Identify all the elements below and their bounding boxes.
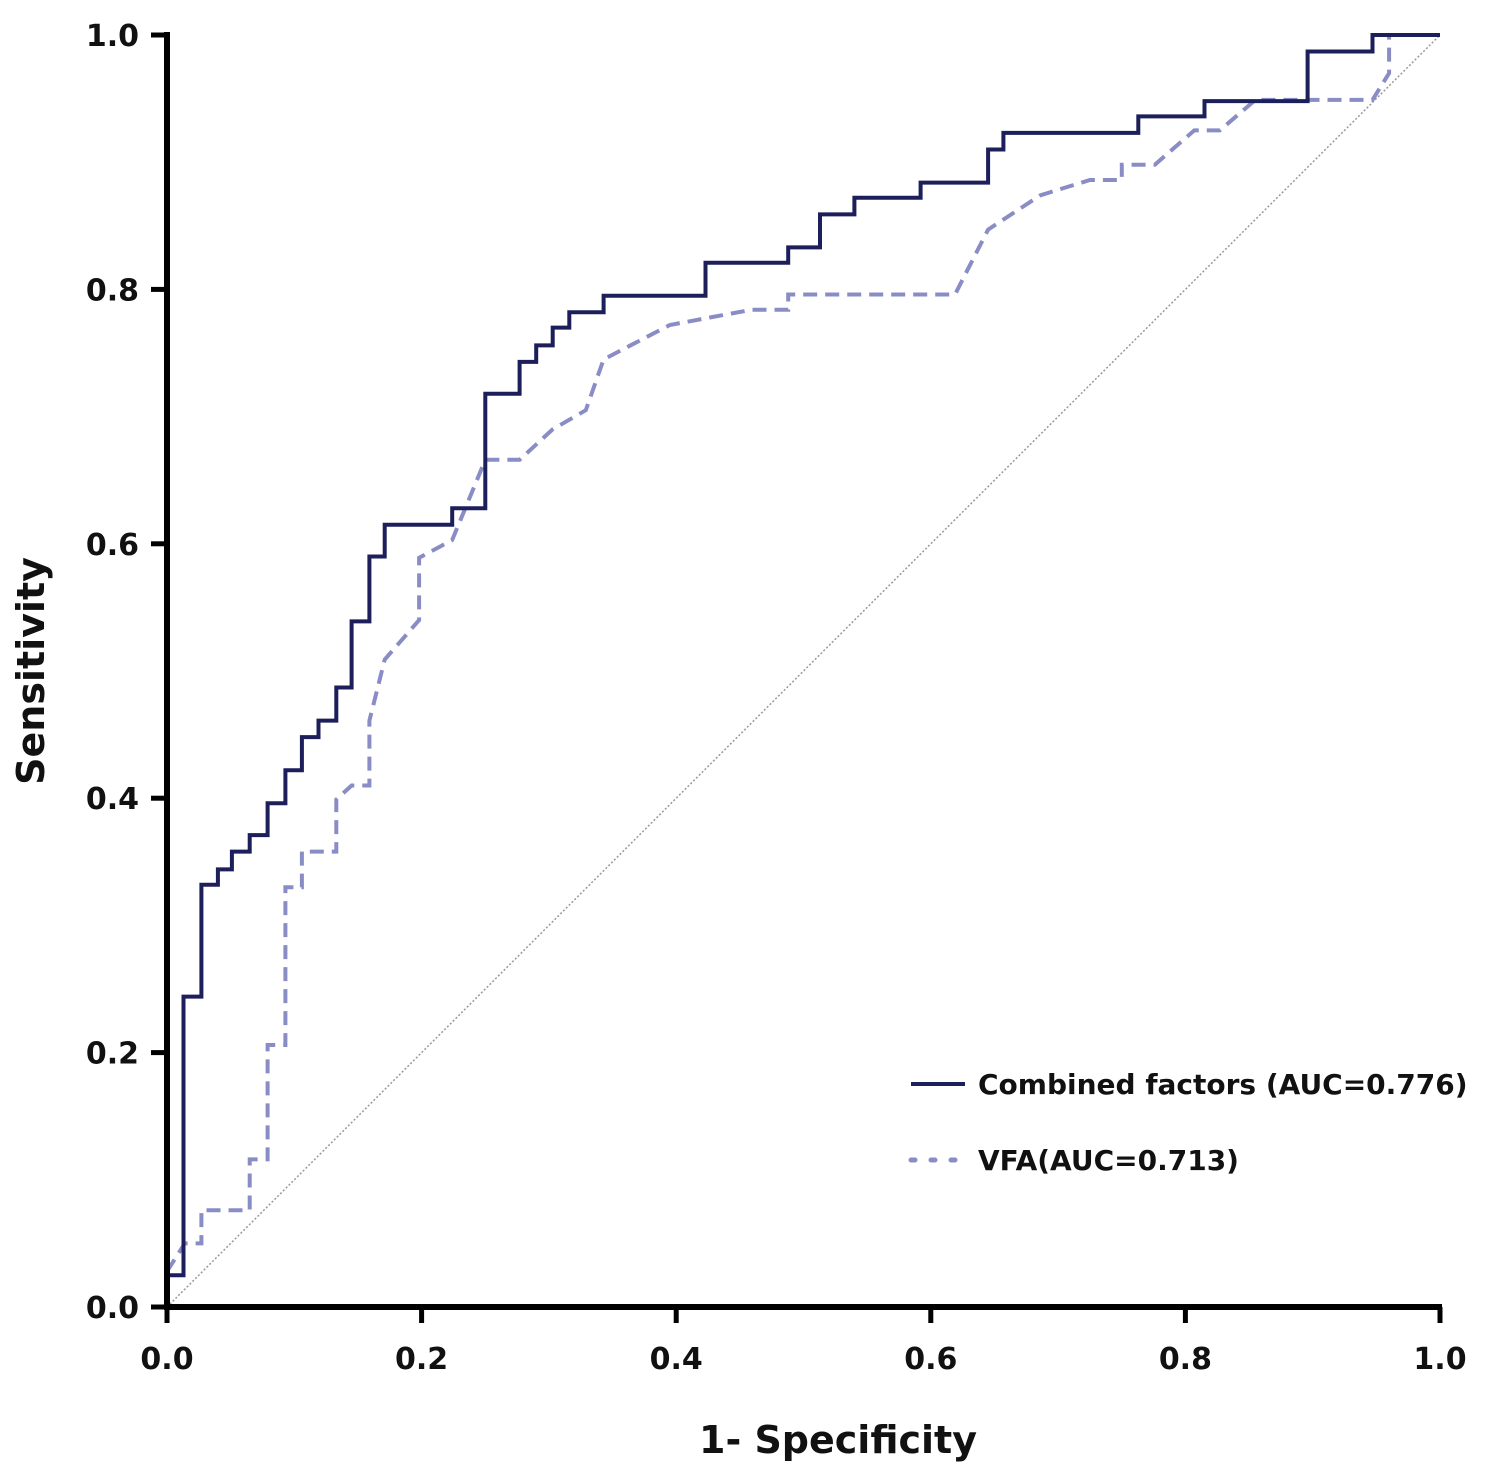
axes: 0.0 0.2 0.4 0.6 0.8 1.0 0.0 0.2 0.4 0.6 0.8 1.0 [86, 19, 1467, 1377]
y-tick-label: 0.4 [86, 782, 139, 817]
x-axis-label: 1- Specificity [699, 1418, 977, 1462]
x-tick-label: 0.4 [650, 1342, 703, 1377]
y-tick-label: 0.8 [86, 273, 139, 308]
x-tick-label: 0.8 [1159, 1342, 1212, 1377]
y-tick-label: 0.2 [86, 1037, 139, 1072]
series-line-combined [165, 33, 1440, 1307]
series-line-vfa [165, 33, 1440, 1273]
y-axis-label: Sensitivity [9, 557, 53, 785]
y-tick-label: 0.6 [86, 528, 139, 563]
legend: Combined factors (AUC=0.776) VFA(AUC=0.7… [908, 1068, 1468, 1177]
y-tick-label: 0.0 [86, 1291, 139, 1326]
x-tick-label: 0.0 [140, 1342, 193, 1377]
x-tick-label: 1.0 [1413, 1342, 1466, 1377]
y-tick-label: 1.0 [86, 19, 139, 54]
x-tick-label: 0.6 [904, 1342, 957, 1377]
plot-area [165, 33, 1441, 1308]
legend-label-combined: Combined factors (AUC=0.776) [978, 1068, 1468, 1101]
reference-diagonal-line [166, 34, 1441, 1308]
x-tick-label: 0.2 [395, 1342, 448, 1377]
legend-label-vfa: VFA(AUC=0.713) [978, 1144, 1239, 1177]
